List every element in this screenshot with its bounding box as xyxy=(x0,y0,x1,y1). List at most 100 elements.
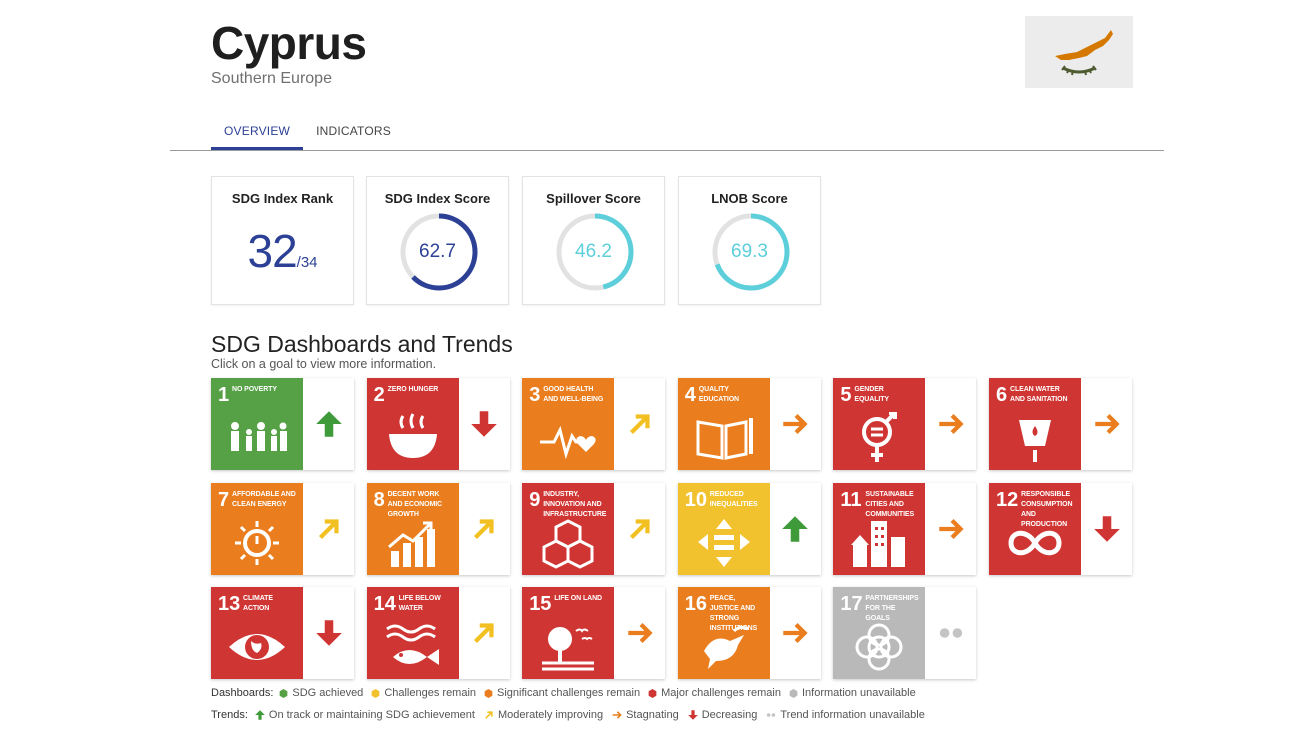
spillover-score-card: Spillover Score 46.2 xyxy=(522,176,665,305)
goal-number: 13 xyxy=(218,593,241,615)
rank-value: 32/34 xyxy=(212,224,353,278)
goal-tile: 8 Decent Work and Economic Growth xyxy=(366,482,459,575)
goal-number: 4 xyxy=(684,384,696,406)
book-icon xyxy=(696,418,753,460)
goal-card-16[interactable]: 16 Peace, Justice and Strong Institutions xyxy=(677,587,821,679)
trend-moderate-icon xyxy=(303,483,354,575)
goal-card-9[interactable]: 9 Industry, Innovation and Infrastructure xyxy=(522,482,666,575)
legend-trend-item: Stagnating xyxy=(611,709,679,721)
goal-tile: 2 Zero Hunger xyxy=(366,378,459,470)
legend-trend-item: On track or maintaining SDG achievement xyxy=(254,709,475,721)
goal-label: No Poverty xyxy=(232,386,277,393)
goal-card-10[interactable]: 10 Reduced Inequalities xyxy=(677,482,821,575)
goal-tile: 4 Quality Education xyxy=(677,378,770,470)
tabs-divider xyxy=(170,150,1164,151)
tree-icon xyxy=(542,627,595,671)
goal-tile: 17 Partnerships for the Goals xyxy=(833,587,926,679)
goal-tile: 14 Life Below Water xyxy=(366,587,459,679)
goal-number: 8 xyxy=(373,488,385,511)
rings-icon xyxy=(855,623,903,671)
goal-tile: 10 Reduced Inequalities xyxy=(677,482,770,575)
goal-label: Life on Land xyxy=(554,595,602,602)
legend-label: Major challenges remain xyxy=(661,687,781,699)
trend-flat-icon xyxy=(770,378,821,470)
trend-moderate-icon xyxy=(614,483,665,575)
trend-flat-icon xyxy=(611,709,623,721)
trend-na-icon xyxy=(925,587,976,679)
goal-card-8[interactable]: 8 Decent Work and Economic Growth xyxy=(366,482,510,575)
legend-label: On track or maintaining SDG achievement xyxy=(268,709,475,721)
goal-card-2[interactable]: 2 Zero Hunger xyxy=(366,378,510,470)
goal-card-17[interactable]: 17 Partnerships for the Goals xyxy=(833,587,977,679)
score-title: SDG Index Rank xyxy=(231,191,334,206)
goal-card-4[interactable]: 4 Quality Education xyxy=(677,378,821,470)
trend-down-icon xyxy=(1081,483,1132,575)
goal-card-15[interactable]: 15 Life on Land xyxy=(522,587,666,679)
tab-indicators[interactable]: INDICATORS xyxy=(316,124,391,138)
hexagon-dot-icon xyxy=(371,688,380,698)
goal-label: Partnerships for the Goals xyxy=(865,595,919,622)
goal-card-6[interactable]: 6 Clean Water and Sanitation xyxy=(989,378,1132,470)
goal-tile: 7 Affordable and Clean Energy xyxy=(211,482,303,575)
score-title: LNOB Score xyxy=(711,191,788,206)
score-title: SDG Index Score xyxy=(384,191,491,206)
goal-card-11[interactable]: 11 Sustainable Cities and Communities xyxy=(833,482,977,575)
goal-tile: 16 Peace, Justice and Strong Institutions xyxy=(677,587,770,679)
lnob-score-card: LNOB Score 69.3 xyxy=(678,176,821,305)
trend-up-icon xyxy=(254,709,266,721)
goal-number: 11 xyxy=(840,488,862,511)
goal-label: Industry, Innovation and Infrastructure xyxy=(543,490,607,518)
goal-card-14[interactable]: 14 Life Below Water xyxy=(366,587,510,679)
goal-tile: 11 Sustainable Cities and Communities xyxy=(833,482,926,575)
goal-label: Clean Water and Sanitation xyxy=(1010,386,1068,403)
trend-moderate-icon xyxy=(459,587,510,679)
goal-tile: 6 Clean Water and Sanitation xyxy=(989,378,1081,470)
goal-tile: 5 Gender Equality xyxy=(833,378,926,470)
sun-power-icon xyxy=(235,520,279,565)
score-value: 69.3 xyxy=(731,241,768,262)
trend-down-icon xyxy=(303,587,354,679)
growth-chart-icon xyxy=(387,521,435,567)
goal-number: 17 xyxy=(840,593,863,615)
legend-dashboard-item: Challenges remain xyxy=(371,687,476,699)
goal-label: Good Health and Well-Being xyxy=(543,386,604,403)
goal-tile: 13 Climate Action xyxy=(211,587,303,679)
gauge-fill xyxy=(556,213,634,291)
country-name: Cyprus xyxy=(211,17,367,69)
tab-overview[interactable]: OVERVIEW xyxy=(211,110,304,150)
legend-label: Significant challenges remain xyxy=(497,687,641,699)
goal-number: 5 xyxy=(840,384,852,406)
country-flag xyxy=(1025,16,1133,88)
legend-dashboard-item: Major challenges remain xyxy=(648,687,781,699)
legend-label: Decreasing xyxy=(701,709,758,721)
trend-up-icon xyxy=(770,483,821,575)
goal-card-13[interactable]: 13 Climate Action xyxy=(211,587,354,679)
goal-card-7[interactable]: 7 Affordable and Clean Energy xyxy=(211,482,354,575)
goal-card-3[interactable]: 3 Good Health and Well-Being xyxy=(522,378,666,470)
goal-label: Zero Hunger xyxy=(387,386,439,393)
goal-card-12[interactable]: 12 Responsible Consumption and Production xyxy=(989,482,1132,575)
trend-flat-icon xyxy=(614,587,665,679)
legend-dashboard-item: Information unavailable xyxy=(789,687,916,699)
goal-label: Climate Action xyxy=(243,595,273,612)
gender-icon xyxy=(862,412,898,462)
legend-trend-item: Moderately improving xyxy=(483,709,603,721)
goal-card-1[interactable]: 1 No Poverty xyxy=(211,378,354,470)
goal-number: 2 xyxy=(373,384,385,406)
legend-trend-item: Trend information unavailable xyxy=(765,709,925,721)
rank-total: /34 xyxy=(296,254,318,271)
bowl-icon xyxy=(388,413,437,458)
goal-label: Life Below Water xyxy=(398,595,441,612)
legend-label: Challenges remain xyxy=(384,687,477,699)
goal-tile: 15 Life on Land xyxy=(522,587,615,679)
goal-card-5[interactable]: 5 Gender Equality xyxy=(833,378,977,470)
goal-tile: 9 Industry, Innovation and Infrastructure xyxy=(522,482,615,575)
trend-flat-icon xyxy=(770,587,821,679)
cyprus-flag-icon xyxy=(1055,30,1113,76)
goal-tile: 3 Good Health and Well-Being xyxy=(522,378,615,470)
goal-number: 16 xyxy=(684,593,708,615)
legend-dashboard-item: SDG achieved xyxy=(279,687,363,699)
legend-trend-item: Decreasing xyxy=(687,709,758,721)
legend-title: Dashboards: xyxy=(211,687,274,699)
infinity-icon xyxy=(1008,530,1062,555)
